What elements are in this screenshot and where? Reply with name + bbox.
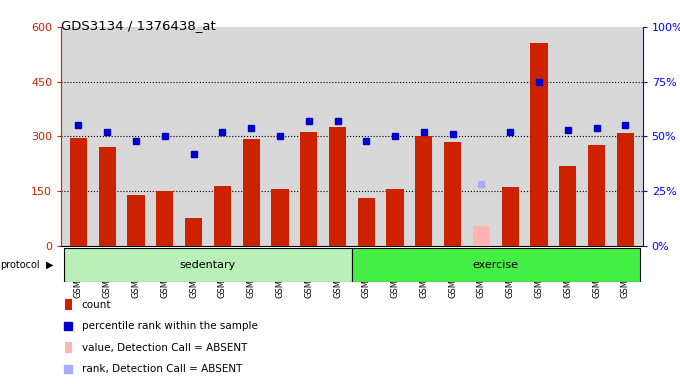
Bar — [352, 248, 640, 282]
Text: protocol: protocol — [0, 260, 39, 270]
Bar — [444, 142, 461, 246]
Bar — [65, 343, 71, 353]
Bar — [329, 127, 346, 246]
Bar — [214, 185, 231, 246]
Bar — [502, 187, 519, 246]
Bar — [473, 226, 490, 246]
Bar — [185, 218, 202, 246]
Bar — [415, 136, 432, 246]
Text: percentile rank within the sample: percentile rank within the sample — [82, 321, 258, 331]
Bar — [300, 132, 318, 246]
Bar — [243, 139, 260, 246]
Bar — [530, 43, 547, 246]
Bar — [127, 195, 145, 246]
Text: exercise: exercise — [473, 260, 519, 270]
Bar — [559, 166, 577, 246]
Text: sedentary: sedentary — [180, 260, 236, 270]
Bar — [64, 248, 352, 282]
Bar — [358, 198, 375, 246]
Bar — [386, 189, 404, 246]
Text: rank, Detection Call = ABSENT: rank, Detection Call = ABSENT — [82, 364, 242, 374]
Bar — [99, 147, 116, 246]
Text: value, Detection Call = ABSENT: value, Detection Call = ABSENT — [82, 343, 247, 353]
Bar — [271, 189, 288, 246]
Bar — [588, 146, 605, 246]
Text: GDS3134 / 1376438_at: GDS3134 / 1376438_at — [61, 19, 216, 32]
Bar — [156, 191, 173, 246]
Bar — [617, 132, 634, 246]
Text: ▶: ▶ — [46, 260, 54, 270]
Text: count: count — [82, 300, 111, 310]
Bar — [65, 299, 71, 310]
Bar — [70, 138, 87, 246]
